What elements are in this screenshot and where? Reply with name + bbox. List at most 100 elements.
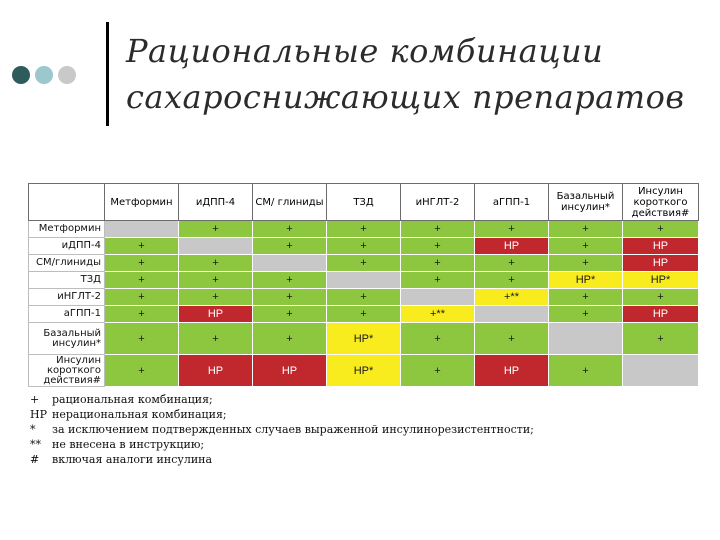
table-cell: + (548, 220, 623, 238)
table-cell: + (548, 305, 623, 323)
table-cell: + (548, 237, 623, 255)
table-row: ТЗД + + + + + НР* НР* (28, 271, 699, 289)
table-cell: НР (178, 354, 253, 387)
table-cell: + (400, 237, 475, 255)
cell-value: НР (281, 364, 298, 377)
cell-value: + (138, 332, 145, 345)
column-header: аГПП-1 (474, 183, 549, 221)
legend-text: не внесена в инструкцию; (52, 438, 205, 451)
gray-dot (58, 66, 76, 84)
table-cell (400, 288, 475, 306)
cell-value: + (434, 240, 441, 252)
legend-text: включая аналоги инсулина (52, 453, 213, 466)
table-cell: + (548, 254, 623, 272)
table-cell (252, 254, 327, 272)
table-cell: + (252, 271, 327, 289)
slide-decoration-dots (12, 66, 76, 84)
table-cell: НР (622, 254, 699, 272)
legend-item: # включая аналоги инсулина (30, 452, 690, 467)
table-cell: НР (622, 305, 699, 323)
cell-value: + (138, 257, 145, 269)
cell-value: + (286, 223, 293, 235)
row-header: СМ/глиниды (28, 254, 105, 272)
cell-value: + (286, 274, 293, 286)
table-cell: + (400, 271, 475, 289)
table-cell: + (326, 254, 401, 272)
cell-value: + (657, 291, 664, 303)
table-cell: + (104, 271, 179, 289)
table-cell: + (474, 220, 549, 238)
table-cell: НР (252, 354, 327, 387)
cell-value: + (508, 257, 515, 269)
cell-value: + (212, 274, 219, 286)
cell-value: + (434, 257, 441, 269)
legend-item: * за исключением подтвержденных случаев в… (30, 422, 690, 437)
table-cell: + (104, 237, 179, 255)
column-header: Инсулин короткого действия# (622, 183, 699, 221)
slide-title: Рациональные комбинации сахароснижающих … (126, 28, 706, 120)
column-header: Базальный инсулин* (548, 183, 623, 221)
table-cell: + (326, 237, 401, 255)
legend-symbol: + (30, 393, 40, 406)
table-cell: + (104, 305, 179, 323)
cell-value: НР (503, 364, 520, 377)
table-cell: + (252, 220, 327, 238)
table-cell: + (326, 288, 401, 306)
table-cell: + (400, 220, 475, 238)
cell-value: + (212, 223, 219, 235)
table-cell: + (104, 322, 179, 355)
cell-value: + (508, 274, 515, 286)
table-cell: + (178, 271, 253, 289)
table-row: аГПП-1 + НР + + +** + НР (28, 305, 699, 323)
cell-value: + (582, 240, 589, 252)
cell-value: НР* (650, 274, 671, 286)
table-cell: НР (474, 237, 549, 255)
cell-value: НР (207, 364, 224, 377)
legend-text: за исключением подтвержденных случаев вы… (52, 423, 534, 436)
cell-value: +** (504, 291, 519, 303)
legend-text: рациональная комбинация; (52, 393, 213, 406)
cell-value: + (360, 308, 367, 320)
cell-value: + (434, 332, 441, 345)
cell-value: + (434, 223, 441, 235)
legend-item: ** не внесена в инструкцию; (30, 437, 690, 452)
slide-title-line-2: сахароснижающих препаратов (126, 78, 685, 116)
cell-value: НР* (353, 364, 374, 377)
table-cell: +** (474, 288, 549, 306)
table-corner-cell (28, 183, 105, 221)
dark-teal-dot (12, 66, 30, 84)
slide-title-line-1: Рациональные комбинации (126, 32, 604, 70)
cell-value: + (582, 308, 589, 320)
table-cell: + (400, 322, 475, 355)
table-cell: + (622, 220, 699, 238)
table-cell: + (622, 322, 699, 355)
table-cell: + (252, 305, 327, 323)
table-cell: + (474, 322, 549, 355)
table-cell: НР (474, 354, 549, 387)
row-header: Метформин (28, 220, 105, 238)
legend-item: + рациональная комбинация; (30, 392, 690, 407)
row-header: иНГЛТ-2 (28, 288, 105, 306)
table-cell: НР* (548, 271, 623, 289)
cell-value: + (212, 332, 219, 345)
row-header: Инсулин короткого действия# (28, 354, 105, 387)
cell-value: НР (207, 308, 224, 320)
cell-value: + (582, 257, 589, 269)
legend-text: нерациональная комбинация; (52, 408, 227, 421)
cell-value: + (508, 332, 515, 345)
cell-value: НР (652, 257, 669, 269)
cell-value: + (138, 274, 145, 286)
light-blue-dot (35, 66, 53, 84)
table-row: иНГЛТ-2 + + + + +** + + (28, 288, 699, 306)
legend-item: НР нерациональная комбинация; (30, 407, 690, 422)
cell-value: +** (430, 308, 445, 320)
table-cell: + (252, 322, 327, 355)
cell-value: + (360, 223, 367, 235)
table-cell (474, 305, 549, 323)
cell-value: НР (652, 308, 669, 320)
table-cell (622, 354, 699, 387)
table-body: Метформин + + + + + + + иДПП-4 + + + + НР + НР СМ/глинид… (28, 220, 699, 387)
cell-value: + (360, 240, 367, 252)
cell-value: + (434, 364, 441, 377)
table-cell: + (400, 354, 475, 387)
